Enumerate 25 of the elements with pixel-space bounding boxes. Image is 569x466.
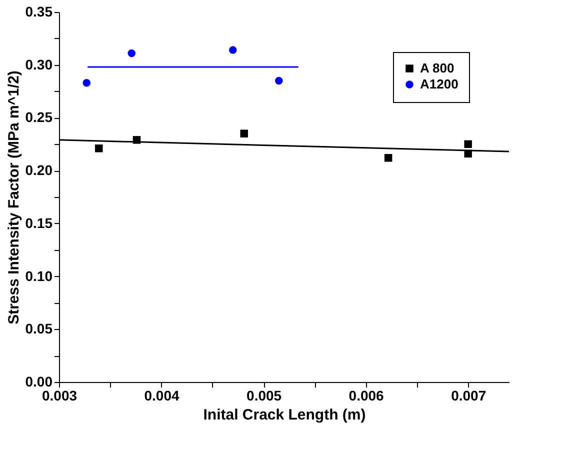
y-tick-label: 0.35 — [25, 4, 53, 20]
y-tick-label: 0.25 — [25, 109, 53, 126]
x-axis-title: Inital Crack Length (m) — [203, 406, 366, 424]
point — [82, 78, 90, 87]
point — [240, 130, 248, 138]
legend-label: A 800 — [420, 60, 454, 76]
y-tick-label: 0.15 — [25, 214, 53, 231]
y-tick-label: 0.20 — [25, 162, 53, 178]
point — [275, 76, 283, 85]
legend-label: A1200 — [420, 76, 458, 92]
point — [384, 154, 392, 162]
point — [228, 46, 237, 54]
y-tick-label: 0.10 — [25, 268, 53, 284]
x-tick-label: 0.003 — [42, 388, 78, 404]
y-tick-label: 0.30 — [25, 56, 53, 72]
x-tick-label: 0.005 — [246, 388, 282, 404]
y-tick-label: 0.05 — [25, 320, 53, 337]
x-tick-label: 0.007 — [451, 388, 486, 404]
x-tick-label: 0.004 — [144, 388, 180, 404]
point — [128, 49, 136, 58]
y-axis-title: Stress Intensity Factor (MPa m^1/2) — [5, 70, 22, 324]
x-tick-label: 0.006 — [348, 388, 384, 404]
point — [464, 140, 472, 148]
point — [95, 144, 103, 152]
y-tick-label: 0.00 — [25, 374, 53, 390]
